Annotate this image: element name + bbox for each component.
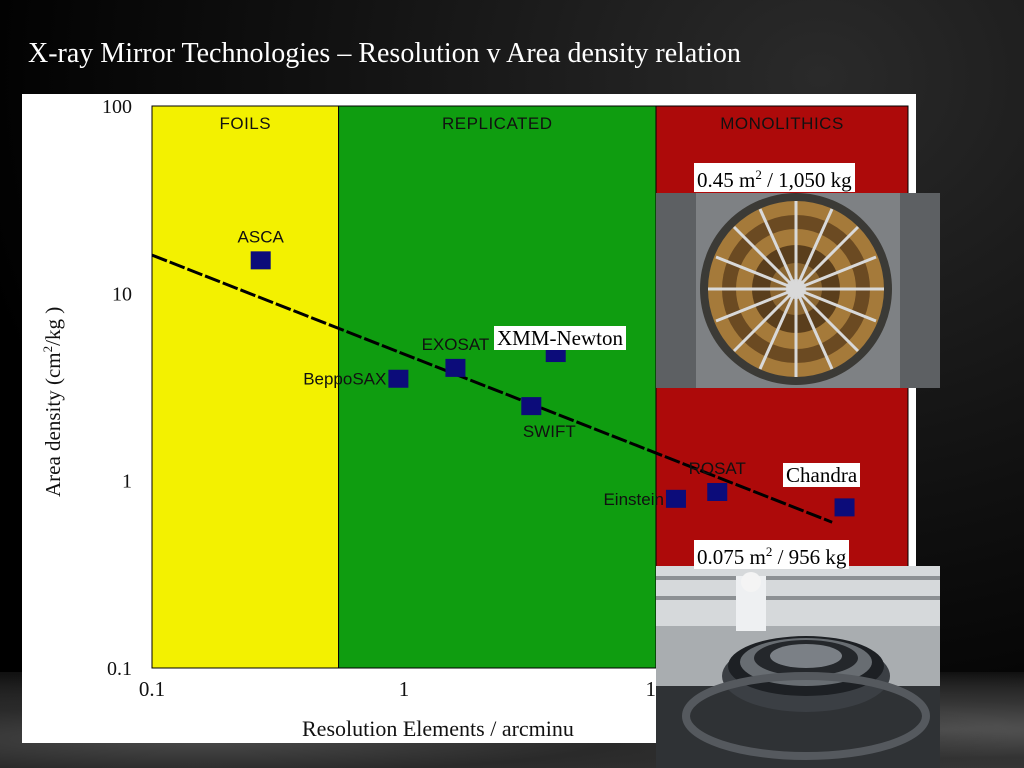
- xmm-mirror-photo: [656, 193, 940, 388]
- region-foils: [151, 105, 340, 669]
- chandra-mass-callout: 0.075 m2 / 956 kg: [694, 540, 850, 569]
- data-point-rosat: [707, 482, 728, 501]
- chandra-mirror-photo: [656, 566, 940, 768]
- xmm-newton-label: XMM-Newton: [494, 326, 626, 350]
- chandra-area-value: 0.075 m: [697, 545, 766, 569]
- xmm-area-exponent: 2: [755, 167, 762, 182]
- y-tick-0.1: 0.1: [107, 658, 132, 680]
- data-point-swift: [521, 397, 542, 416]
- data-point-einstein: [665, 489, 686, 508]
- trend-line: [151, 253, 833, 524]
- y-tick-10: 10: [112, 283, 132, 305]
- point-label-rosat: ROSAT: [689, 459, 746, 478]
- chandra-mirror-illustration: [656, 566, 940, 768]
- xmm-mirror-illustration: [656, 193, 940, 388]
- y-axis-label: Area density (cm2/kg ): [40, 307, 65, 497]
- xmm-area-value: 0.45 m: [697, 168, 756, 192]
- x-tick-0.1: 0.1: [139, 677, 165, 701]
- data-point-unlabeled-7: [834, 498, 855, 517]
- y-tick-100: 100: [102, 96, 132, 118]
- chandra-area-exponent: 2: [765, 544, 773, 559]
- xmm-mass-value: / 1,050 kg: [761, 168, 852, 192]
- chandra-mass-value: / 956 kg: [772, 545, 847, 569]
- y-axis-label-text: Area density (cm: [41, 352, 65, 497]
- data-point-asca: [250, 251, 271, 270]
- data-point-bepposax: [388, 369, 409, 388]
- region-label-monolithics: MONOLITHICS: [720, 114, 844, 133]
- region-label-replicated: REPLICATED: [442, 114, 553, 133]
- point-label-asca: ASCA: [238, 227, 285, 246]
- region-label-foils: FOILS: [219, 114, 271, 133]
- x-axis-label: Resolution Elements / arcminu: [302, 716, 574, 741]
- y-axis-label-unit: /kg ): [41, 307, 65, 346]
- point-label-exosat: EXOSAT: [422, 335, 490, 354]
- chandra-label: Chandra: [783, 463, 861, 487]
- point-label-einstein: Einstein: [603, 490, 663, 509]
- y-tick-1: 1: [122, 471, 132, 493]
- slide-title: X-ray Mirror Technologies – Resolution v…: [28, 38, 741, 69]
- y-axis-label-exponent: 2: [40, 346, 55, 353]
- point-label-bepposax: BeppoSAX: [303, 370, 386, 389]
- point-label-swift: SWIFT: [523, 422, 576, 441]
- x-tick-1: 1: [399, 677, 410, 701]
- xmm-mass-callout: 0.45 m2 / 1,050 kg: [694, 163, 855, 192]
- data-point-exosat: [445, 358, 466, 377]
